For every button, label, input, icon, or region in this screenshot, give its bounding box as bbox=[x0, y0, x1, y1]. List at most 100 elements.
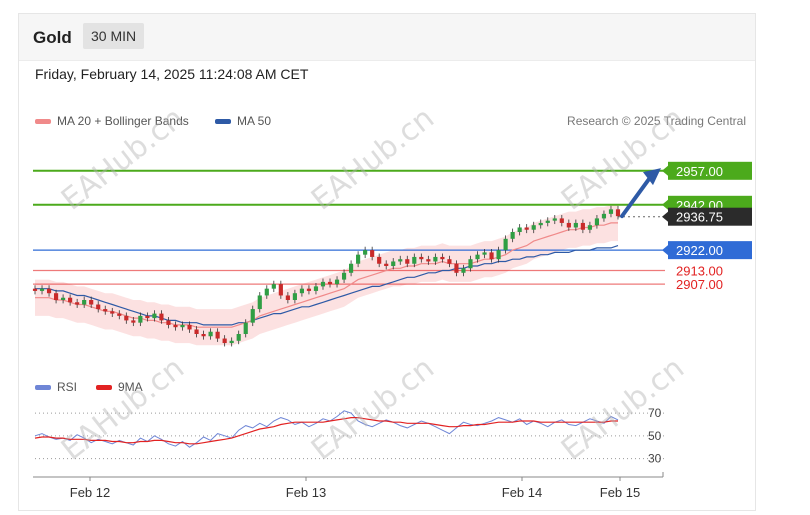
9ma-swatch bbox=[96, 385, 112, 391]
x-tick-label: Feb 12 bbox=[70, 485, 110, 500]
candle-body bbox=[398, 259, 403, 262]
candle-body bbox=[180, 324, 185, 328]
ma20-swatch bbox=[35, 119, 51, 125]
candle-body bbox=[433, 256, 438, 262]
candle-body bbox=[531, 225, 536, 230]
candle-body bbox=[124, 315, 129, 321]
candle-body bbox=[145, 315, 150, 319]
ma20-label: MA 20 + Bollinger Bands bbox=[57, 114, 189, 128]
rsi-swatch bbox=[35, 385, 51, 391]
candle-body bbox=[327, 281, 333, 285]
bollinger-band bbox=[35, 204, 618, 346]
candle-body bbox=[447, 259, 452, 264]
price-label: 2936.75 bbox=[676, 210, 723, 225]
candle-body bbox=[573, 222, 578, 228]
candle-body bbox=[236, 334, 241, 341]
candle-body bbox=[89, 300, 94, 305]
candle-body bbox=[278, 284, 283, 296]
symbol-title: Gold bbox=[33, 28, 72, 47]
credit: Research © 2025 Trading Central bbox=[567, 114, 746, 128]
candle-body bbox=[257, 295, 262, 310]
price-label: 2922.00 bbox=[676, 243, 723, 258]
candle-body bbox=[250, 309, 255, 323]
candle-body bbox=[61, 297, 66, 300]
x-tick-label: Feb 13 bbox=[286, 485, 326, 500]
candle-body bbox=[566, 222, 571, 228]
candle-body bbox=[384, 263, 389, 266]
legend-ma20: MA 20 + Bollinger Bands bbox=[35, 114, 189, 128]
candle-body bbox=[545, 220, 550, 223]
candle-body bbox=[299, 288, 304, 294]
ma50-label: MA 50 bbox=[237, 114, 272, 128]
candle-body bbox=[370, 250, 375, 257]
candle-body bbox=[517, 227, 522, 232]
candle-body bbox=[138, 315, 143, 323]
candle-body bbox=[377, 256, 382, 264]
forecast-arrow-head bbox=[643, 168, 661, 186]
candle-body bbox=[482, 252, 487, 255]
x-tick-label: Feb 14 bbox=[502, 485, 542, 500]
price-label-pointer bbox=[662, 245, 668, 256]
candle-body bbox=[271, 284, 276, 289]
candle-body bbox=[440, 256, 445, 260]
ma50-line bbox=[35, 245, 619, 326]
candle-body bbox=[454, 263, 459, 273]
candle-body bbox=[39, 288, 45, 291]
candle-body bbox=[559, 218, 564, 223]
9ma-label: 9MA bbox=[118, 380, 143, 394]
candle-body bbox=[264, 288, 269, 296]
candle-body bbox=[32, 288, 38, 291]
candle-body bbox=[405, 259, 410, 264]
candle-body bbox=[68, 297, 73, 303]
candle-body bbox=[222, 338, 227, 344]
rsi-tick-label: 70 bbox=[648, 406, 662, 420]
candle-body bbox=[503, 238, 508, 251]
candle-body bbox=[426, 259, 431, 262]
support-label: 2913.00 bbox=[676, 264, 723, 279]
candle-body bbox=[349, 263, 354, 273]
candle-body bbox=[468, 259, 473, 269]
candle-body bbox=[243, 322, 248, 334]
candle-body bbox=[75, 302, 80, 305]
candle-body bbox=[159, 313, 164, 321]
candle-body bbox=[320, 281, 326, 287]
price-label-pointer bbox=[662, 211, 668, 222]
candle-body bbox=[103, 309, 108, 312]
price-label: 2957.00 bbox=[676, 164, 723, 179]
price-label-pointer bbox=[662, 199, 668, 210]
timestamp: Friday, February 14, 2025 11:24:08 AM CE… bbox=[35, 66, 309, 82]
candle-body bbox=[608, 209, 614, 214]
support-label: 2907.00 bbox=[676, 277, 723, 292]
candle-body bbox=[292, 293, 297, 300]
candle-body bbox=[131, 320, 136, 323]
legend-ma50: MA 50 bbox=[215, 114, 271, 128]
candle-body bbox=[173, 324, 178, 328]
legend-rsi: RSI bbox=[35, 380, 77, 394]
price-label-pointer bbox=[662, 165, 668, 176]
candle-body bbox=[82, 300, 87, 305]
candle-body bbox=[580, 222, 585, 230]
forecast-arrow-shaft bbox=[620, 177, 651, 219]
price-label-box bbox=[668, 207, 752, 226]
candle-body bbox=[201, 334, 206, 337]
candle-body bbox=[475, 254, 480, 260]
candle-body bbox=[229, 340, 234, 344]
timeframe-badge[interactable]: 30 MIN bbox=[83, 23, 145, 49]
rsi-9ma-line bbox=[34, 417, 618, 445]
price-label-box bbox=[668, 241, 752, 260]
candle-body bbox=[46, 288, 52, 294]
rsi-tick-label: 30 bbox=[648, 452, 662, 466]
candle-body bbox=[601, 213, 607, 219]
candle-body bbox=[285, 295, 290, 300]
candle-body bbox=[594, 218, 600, 226]
rsi-label: RSI bbox=[57, 380, 78, 394]
ma20-line bbox=[35, 222, 618, 328]
candle-body bbox=[587, 225, 592, 230]
candle-body bbox=[363, 250, 368, 255]
candle-body bbox=[615, 209, 621, 217]
candle-body bbox=[194, 329, 199, 334]
candle-body bbox=[412, 256, 417, 264]
candle-body bbox=[341, 272, 347, 280]
candle-body bbox=[419, 256, 424, 260]
